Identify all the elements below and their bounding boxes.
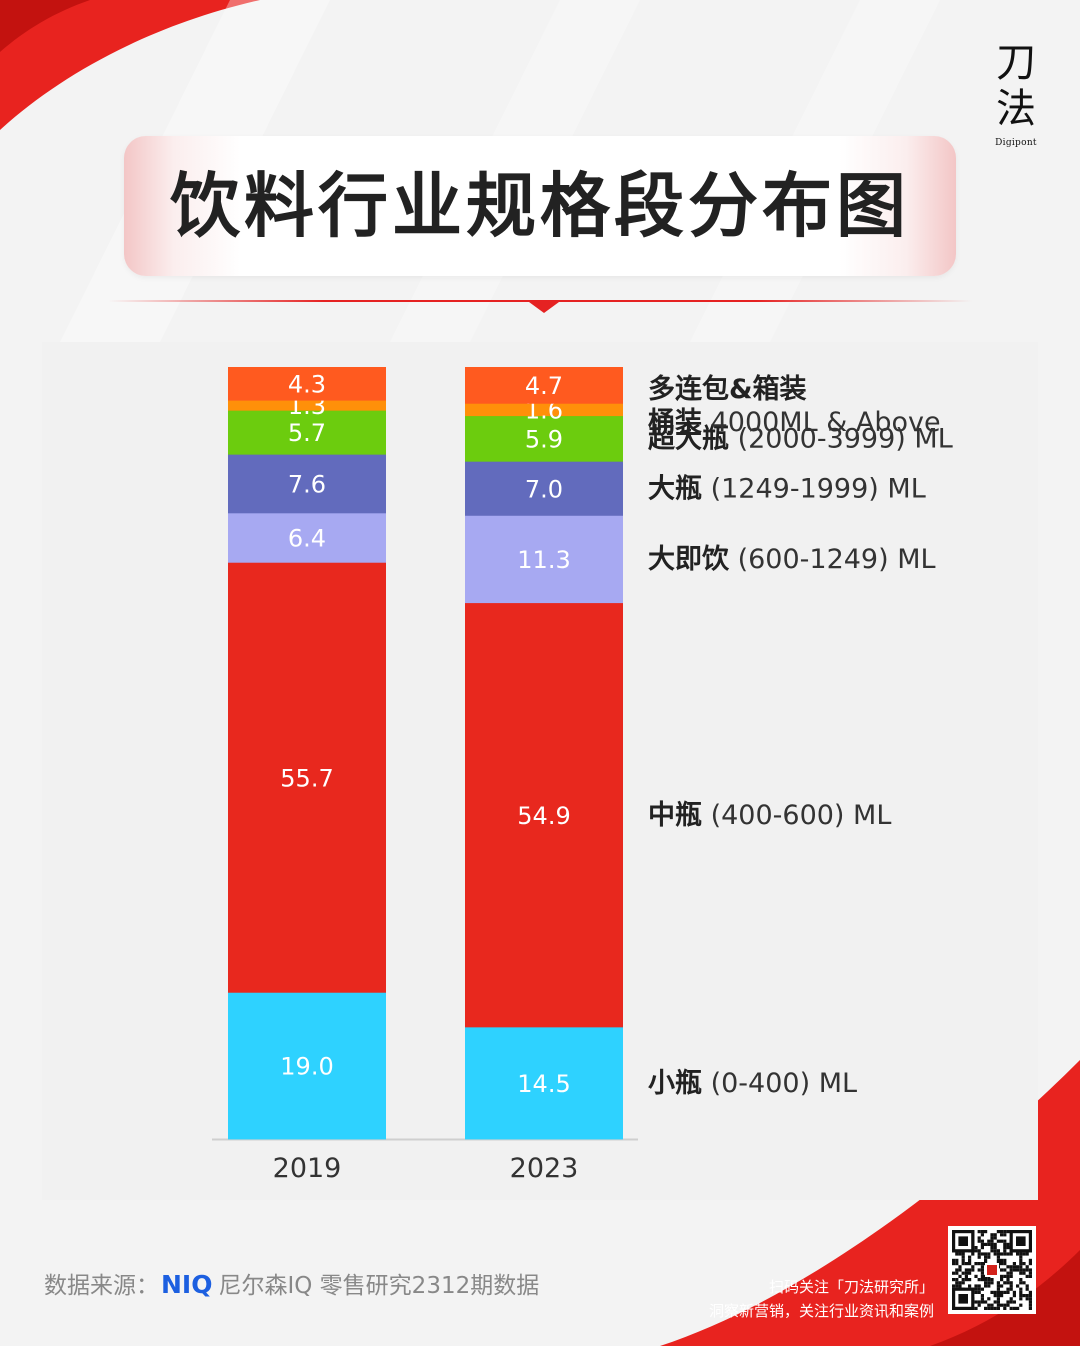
bar-segment (228, 454, 386, 514)
legend-label: 超大瓶 (2000-3999) ML (648, 423, 953, 454)
data-label: 5.7 (288, 419, 326, 447)
bar-segment (228, 992, 386, 1140)
brand-logo: 刀 法 Digipont (988, 40, 1044, 148)
source-text: 尼尔森IQ 零售研究2312期数据 (218, 1273, 540, 1299)
logo-subtitle: Digipont (995, 138, 1037, 148)
data-label: 4.7 (525, 372, 563, 400)
bar-segment (228, 410, 386, 455)
data-label: 14.5 (517, 1070, 570, 1098)
legend-label: 小瓶 (0-400) ML (648, 1068, 857, 1099)
data-label: 6.4 (288, 525, 326, 553)
bottom-right-swoosh-dark (930, 1250, 1080, 1346)
data-source: 数据来源：NIQ 尼尔森IQ 零售研究2312期数据 (44, 1266, 539, 1300)
source-prefix: 数据来源： (44, 1273, 159, 1299)
top-left-swoosh (0, 0, 260, 130)
data-label: 19.0 (280, 1053, 333, 1081)
qr-code-icon (948, 1226, 1036, 1314)
legend-label: 桶装 4000ML & Above (648, 407, 941, 438)
data-label: 5.9 (525, 425, 563, 453)
title-divider-arrow (529, 302, 559, 313)
bar-segment (228, 400, 386, 411)
legend-label: 中瓶 (400-600) ML (648, 800, 891, 831)
bar-segment (465, 602, 623, 1028)
page-title: 饮料行业规格段分布图 (170, 165, 910, 247)
niq-logo: NIQ (161, 1270, 213, 1299)
stacked-bar-chart: 19.055.76.47.65.71.34.3201914.554.911.37… (212, 367, 953, 1184)
bar-segment (465, 461, 623, 516)
qr-caption-line1: 扫码关注「刀法研究所」 (768, 1278, 934, 1296)
bar-segment (465, 515, 623, 604)
chart-panel: 19.0 55.7 6.4 7.6 5.7 1.3 4.3 2019 14.5 54.9 11.3 7… (42, 342, 1038, 1200)
qr-caption-line2: 洞察新营销，关注行业资讯和案例 (708, 1302, 934, 1320)
bar-segment (465, 403, 623, 417)
data-label: 54.9 (517, 802, 570, 830)
data-label: 11.3 (517, 546, 570, 574)
logo-char-1: 刀 (996, 40, 1036, 86)
bar-segment (465, 415, 623, 462)
bar-segment (228, 562, 386, 993)
top-left-swoosh-dark (0, 0, 90, 52)
x-tick-label: 2019 (273, 1153, 342, 1184)
x-tick-label: 2023 (510, 1153, 579, 1184)
legend-label: 多连包&箱装 (648, 373, 807, 405)
data-label: 4.3 (288, 371, 326, 399)
bar-segment (228, 512, 386, 563)
bar-segment (465, 1026, 623, 1140)
data-label: 7.6 (288, 471, 326, 499)
title-divider (108, 300, 972, 302)
title-banner (124, 136, 956, 276)
data-label: 7.0 (525, 475, 563, 503)
legend-label: 大即饮 (600-1249) ML (648, 544, 936, 575)
bar-segment (465, 367, 623, 404)
bar-segment (228, 367, 386, 401)
data-label: 55.7 (280, 764, 333, 792)
logo-char-2: 法 (996, 86, 1036, 132)
legend-label: 大瓶 (1249-1999) ML (648, 473, 926, 504)
